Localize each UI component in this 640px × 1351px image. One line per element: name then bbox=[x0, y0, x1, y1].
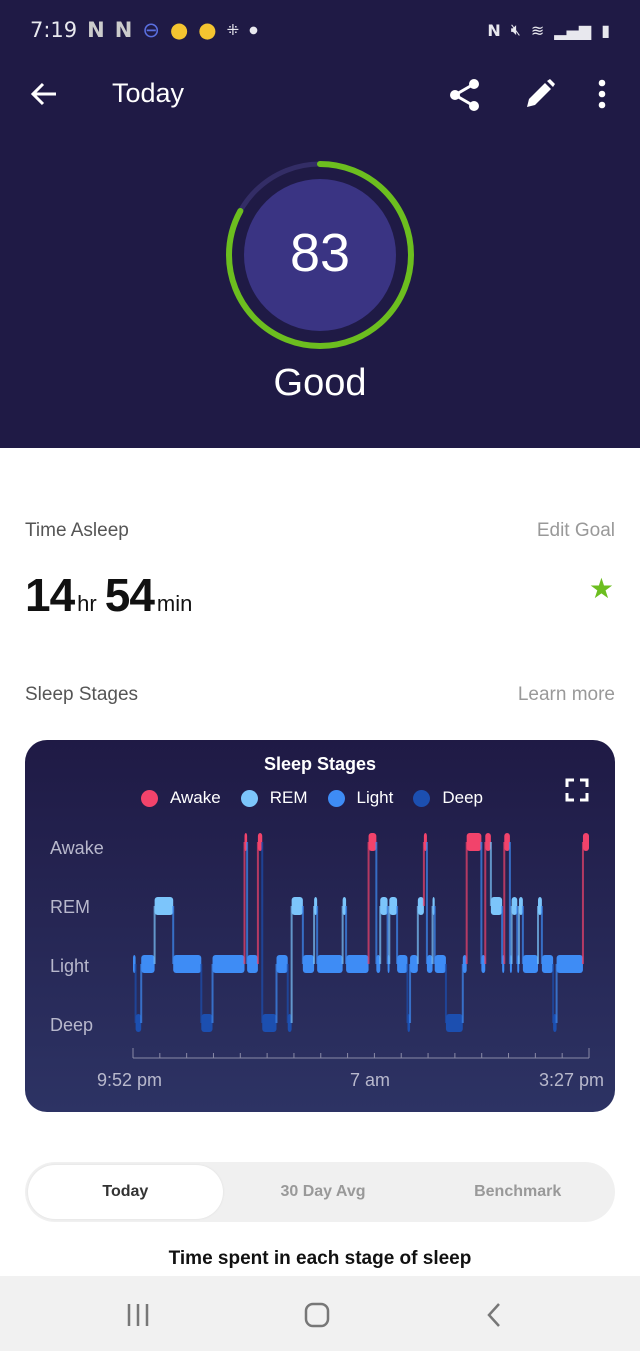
minutes: 54 bbox=[104, 569, 155, 621]
stage-segment-light bbox=[247, 955, 258, 973]
netflix-icon: N bbox=[87, 18, 105, 42]
home-icon[interactable] bbox=[304, 1302, 330, 1328]
fitbit-icon: ⁜ bbox=[226, 21, 240, 39]
sleep-score-ring bbox=[226, 161, 414, 349]
y-label-light: Light bbox=[50, 956, 90, 976]
goal-met-star-icon: ★ bbox=[588, 572, 614, 605]
stage-segment-light bbox=[302, 955, 315, 973]
stage-segment-light bbox=[541, 955, 554, 973]
x-tick-label-mid: 7 am bbox=[350, 1070, 391, 1090]
stage-segment-rem bbox=[389, 897, 398, 915]
stage-segment-light bbox=[426, 955, 433, 973]
stage-segment-light bbox=[397, 955, 408, 973]
y-label-awake: Awake bbox=[50, 838, 104, 858]
system-nav-bar bbox=[0, 1276, 640, 1351]
dot-icon: ● bbox=[249, 24, 258, 36]
stage-segment-light bbox=[141, 955, 155, 973]
clock: 7:19 bbox=[30, 18, 78, 42]
recent-apps-icon[interactable] bbox=[126, 1304, 150, 1326]
mute-icon: 🔇︎ bbox=[510, 20, 521, 39]
tab-today[interactable]: Today bbox=[28, 1165, 223, 1219]
status-bar: 7:19 N N ⊖ ● ● ⁜ ● N 🔇︎ ≋ ▂▄▆ ▮ bbox=[30, 14, 610, 46]
stage-segment-awake bbox=[466, 833, 482, 851]
y-label-deep: Deep bbox=[50, 1015, 94, 1035]
battery-charging-icon: ▮ bbox=[601, 20, 610, 40]
legend-label: Awake bbox=[170, 788, 221, 807]
x-tick-label-end: 3:27 pm bbox=[539, 1070, 605, 1090]
stage-segment-rem bbox=[291, 897, 303, 915]
learn-more-link[interactable]: Learn more bbox=[517, 684, 615, 705]
stage-segment-deep bbox=[262, 1014, 277, 1032]
hours: 14 bbox=[25, 569, 75, 621]
tab-benchmark[interactable]: Benchmark bbox=[474, 1183, 562, 1200]
stage-segment-light bbox=[556, 955, 583, 973]
stage-segment-deep bbox=[135, 1014, 142, 1032]
sleep-stages-chart-card[interactable]: Sleep Stages Awake REM Light Deep Awake … bbox=[25, 740, 615, 1112]
pokemon-go-icon: ⊖ bbox=[142, 18, 160, 42]
minutes-unit: min bbox=[156, 591, 193, 616]
legend-light: Light bbox=[327, 788, 394, 808]
chart-legend: Awake REM Light Deep bbox=[141, 788, 483, 808]
signal-icon: ▂▄▆ bbox=[554, 20, 592, 40]
legend-awake: Awake bbox=[141, 788, 221, 808]
back-nav-icon[interactable] bbox=[486, 1302, 502, 1328]
sleep-stages-label: Sleep Stages bbox=[25, 684, 139, 705]
stage-segment-awake bbox=[368, 833, 377, 851]
stage-segment-awake bbox=[582, 833, 589, 851]
tab-30-day-avg[interactable]: 30 Day Avg bbox=[280, 1183, 366, 1200]
wifi-icon: ≋ bbox=[530, 20, 545, 40]
app-icon: ● bbox=[198, 18, 217, 42]
stage-segment-deep bbox=[201, 1014, 213, 1032]
stage-segment-awake bbox=[257, 833, 263, 851]
stage-segment-light bbox=[317, 955, 343, 973]
stage-segment-light bbox=[276, 955, 288, 973]
stage-segment-rem bbox=[417, 897, 424, 915]
nfc-icon: N bbox=[487, 20, 501, 40]
stage-segment-rem bbox=[511, 897, 518, 915]
more-options-icon[interactable] bbox=[596, 78, 608, 110]
section-title: Time spent in each stage of sleep bbox=[168, 1248, 472, 1269]
time-asleep-label: Time Asleep bbox=[25, 520, 129, 541]
x-axis bbox=[132, 1048, 590, 1059]
stage-segment-light bbox=[410, 955, 418, 973]
share-icon[interactable] bbox=[448, 78, 482, 112]
legend-deep: Deep bbox=[413, 788, 483, 808]
x-tick-label-start: 9:52 pm bbox=[97, 1070, 163, 1090]
y-label-rem: REM bbox=[50, 897, 90, 917]
stage-segment-awake bbox=[485, 833, 491, 851]
stage-segment-light bbox=[522, 955, 538, 973]
chart-title: Sleep Stages bbox=[263, 754, 377, 774]
fullscreen-expand-icon[interactable] bbox=[565, 778, 589, 802]
legend-label: REM bbox=[269, 788, 308, 807]
netflix-icon: N bbox=[114, 18, 133, 42]
comparison-tabs: Today 30 Day Avg Benchmark bbox=[25, 1162, 615, 1222]
stage-segment-light bbox=[173, 955, 202, 973]
legend-dot-deep bbox=[413, 789, 431, 807]
stage-segment-light bbox=[346, 955, 369, 973]
edit-goal-link[interactable]: Edit Goal bbox=[536, 520, 615, 541]
legend-dot-awake bbox=[141, 789, 158, 807]
legend-label: Light bbox=[356, 788, 394, 807]
sleep-score: 83 bbox=[289, 223, 351, 283]
legend-dot-light bbox=[327, 789, 345, 807]
time-asleep-value: 14 hr 54 min bbox=[25, 568, 200, 622]
legend-label: Deep bbox=[442, 788, 484, 807]
stage-segment-awake bbox=[504, 833, 510, 851]
legend-dot-rem bbox=[240, 789, 258, 807]
hours-unit: hr bbox=[77, 591, 97, 616]
page-title: Today bbox=[112, 78, 185, 108]
hypnogram bbox=[132, 833, 590, 1059]
stage-segment-rem bbox=[490, 897, 503, 915]
app-icon: ● bbox=[169, 18, 189, 42]
header: 7:19 N N ⊖ ● ● ⁜ ● N 🔇︎ ≋ ▂▄▆ ▮ Today 83… bbox=[0, 0, 640, 448]
stage-segment-light bbox=[434, 955, 446, 973]
stage-segment-light bbox=[212, 955, 245, 973]
edit-pencil-icon[interactable] bbox=[524, 78, 556, 110]
stage-segment-deep bbox=[445, 1014, 463, 1032]
legend-rem: REM bbox=[240, 788, 308, 808]
stage-segment-rem bbox=[380, 897, 388, 915]
back-arrow-icon[interactable] bbox=[28, 78, 60, 110]
stage-segment-rem bbox=[154, 897, 174, 915]
sleep-rating: Good bbox=[273, 362, 367, 404]
